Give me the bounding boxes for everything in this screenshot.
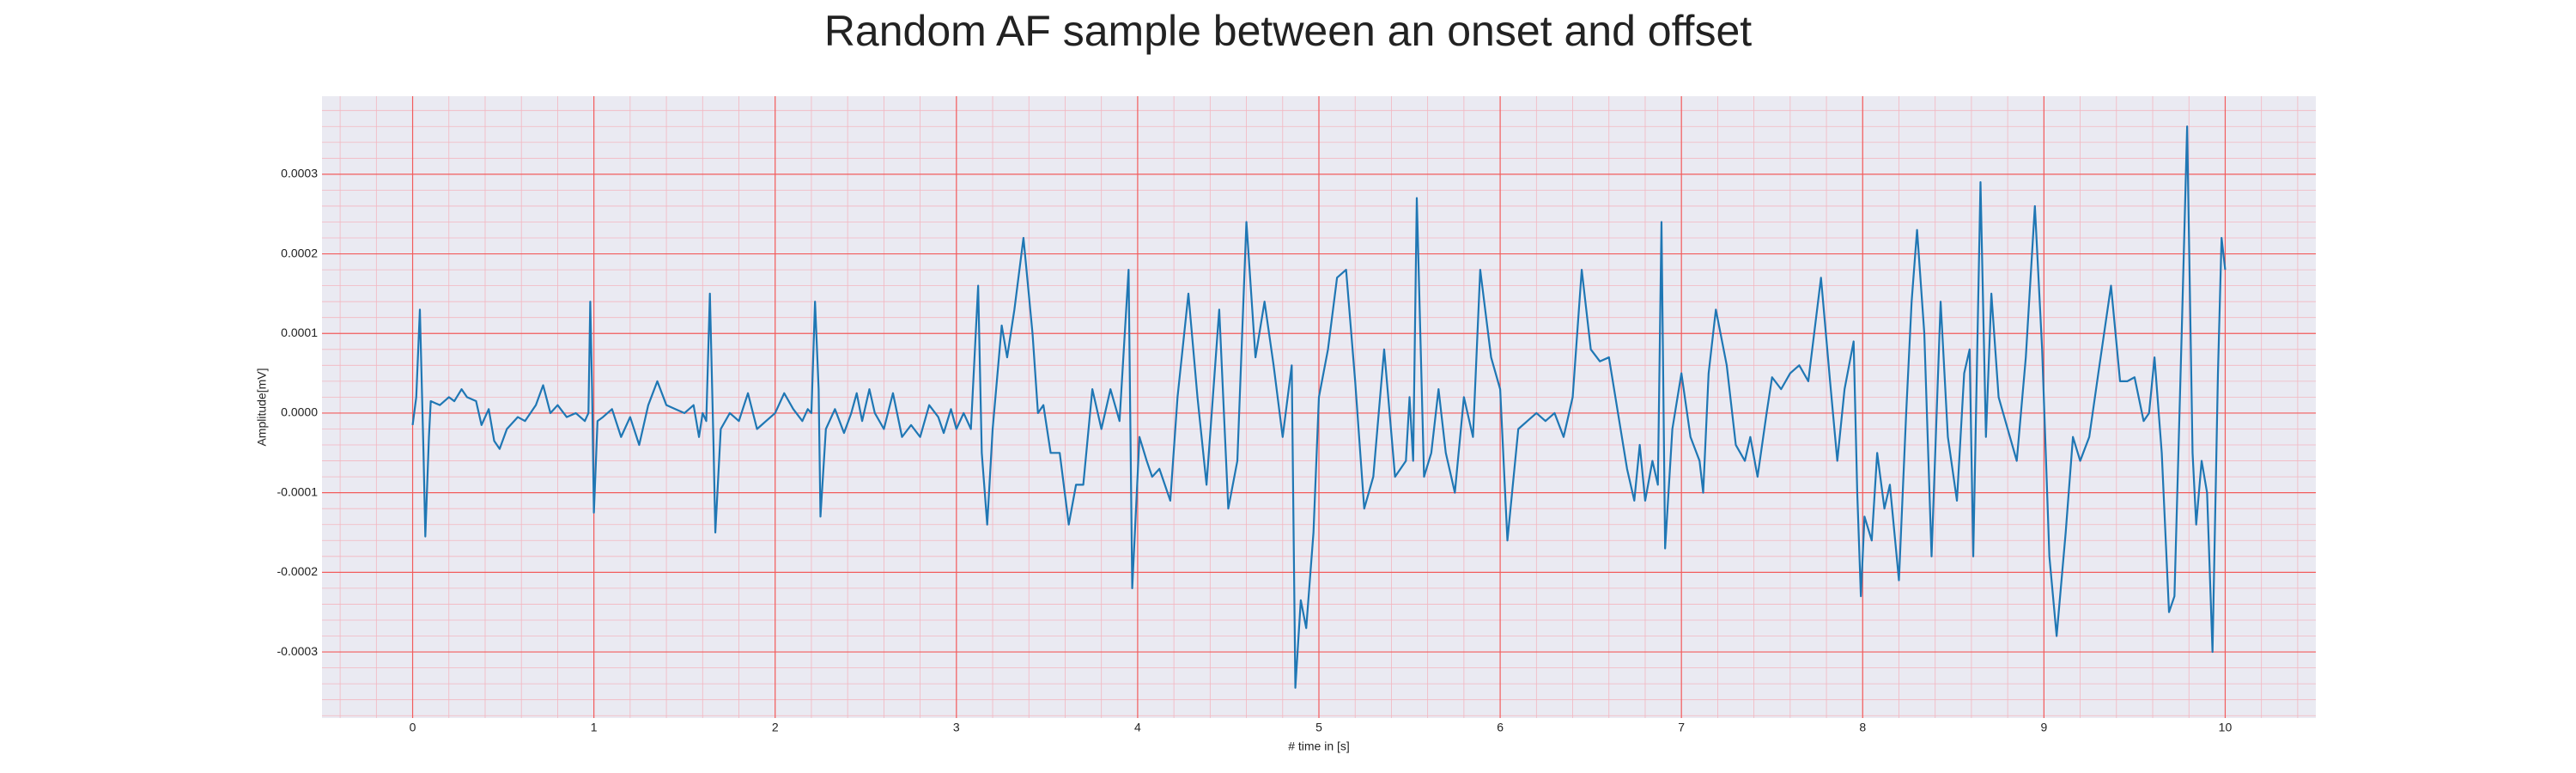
x-tick-label: 2 [772,721,779,734]
y-tick-label: 0.0000 [281,405,318,419]
y-tick-label: 0.0003 [281,167,318,180]
grid [322,96,2316,718]
x-tick-label: 10 [2219,721,2233,734]
chart-title: Random AF sample between an onset and of… [824,7,1752,55]
y-tick-label: -0.0001 [277,484,319,498]
y-tick-label: -0.0003 [277,644,319,658]
y-tick-label: 0.0002 [281,246,318,259]
x-tick-label: 1 [591,721,598,734]
marks [411,125,2227,689]
x-tick-label: 6 [1497,721,1504,734]
y-tick-label: 0.0001 [281,326,318,339]
signal-line [411,125,2227,689]
y-tick-label: -0.0002 [277,564,319,578]
x-tick-label: 7 [1678,721,1685,734]
x-axis-label: # time in [s] [1288,740,1350,753]
x-tick-label: 3 [953,721,960,734]
x-tick-label: 9 [2040,721,2047,734]
x-tick-label: 4 [1134,721,1141,734]
x-tick-label: 8 [1859,721,1866,734]
x-tick-label: 0 [410,721,416,734]
x-tick-label: 5 [1315,721,1322,734]
y-axis-label: Amplitude[mV] [255,368,269,446]
